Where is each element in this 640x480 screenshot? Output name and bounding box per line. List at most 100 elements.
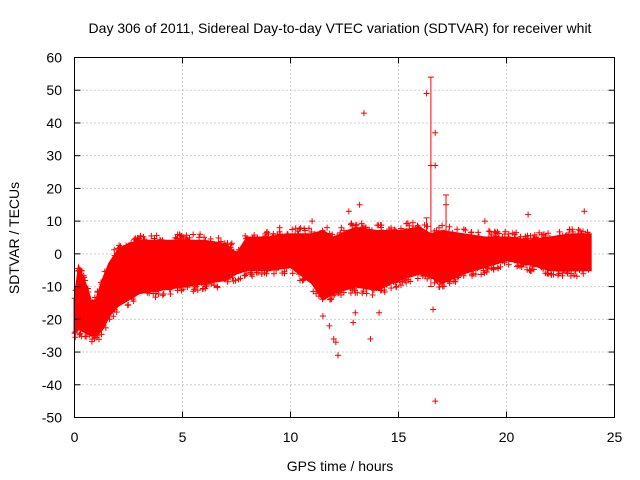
data-point: [269, 234, 276, 241]
data-point: [230, 278, 237, 285]
data-point: [292, 231, 299, 238]
data-point: [531, 235, 538, 242]
data-point: [153, 232, 160, 239]
data-point: [485, 228, 492, 235]
data-point: [390, 278, 397, 285]
data-point: [415, 269, 422, 276]
y-tick-label: 40: [46, 115, 62, 131]
data-point: [228, 240, 235, 247]
data-point: [94, 288, 101, 295]
data-band: [73, 226, 592, 337]
data-point: [183, 232, 190, 239]
data-point: [211, 282, 218, 289]
data-point: [513, 229, 520, 236]
outlier-point: [427, 162, 434, 169]
data-point: [167, 284, 174, 291]
data-point: [574, 232, 581, 239]
y-tick-label: 20: [46, 180, 62, 196]
data-point: [335, 288, 342, 295]
plot-frame: [74, 57, 615, 418]
data-point: [514, 259, 521, 266]
data-point: [454, 226, 461, 233]
error-bar: [423, 217, 430, 261]
data-point: [198, 279, 205, 286]
data-point: [225, 276, 232, 283]
data-point: [402, 277, 409, 284]
data-point: [274, 231, 281, 238]
data-point: [573, 273, 580, 280]
data-point: [77, 330, 84, 337]
data-point: [115, 245, 122, 252]
data-point: [235, 249, 242, 256]
data-point: [565, 231, 572, 238]
y-tick-label: 10: [46, 213, 62, 229]
data-point: [505, 261, 512, 268]
data-point: [392, 227, 399, 234]
data-point: [410, 225, 417, 232]
data-point: [96, 336, 103, 343]
data-point: [111, 246, 118, 253]
data-point: [569, 228, 576, 235]
data-point: [197, 231, 204, 238]
outlier-point: [347, 221, 354, 228]
data-point: [474, 265, 481, 272]
data-point: [403, 228, 410, 235]
data-point: [102, 324, 109, 331]
outlier-point: [356, 201, 363, 208]
data-point: [475, 229, 482, 236]
data-point: [550, 271, 557, 278]
data-point: [281, 270, 288, 277]
data-point: [495, 265, 502, 272]
data-point: [483, 262, 490, 269]
data-point: [362, 283, 369, 290]
y-tick-label: 60: [46, 50, 62, 66]
data-point: [585, 266, 592, 273]
data-point: [101, 268, 108, 275]
data-point: [499, 257, 506, 264]
y-tick-label: -40: [42, 377, 62, 393]
data-point: [328, 295, 335, 302]
outlier-point: [423, 90, 430, 97]
data-point: [178, 233, 185, 240]
y-axis-label: SDTVAR / TECUs: [6, 182, 22, 294]
data-point: [409, 219, 416, 226]
data-point: [378, 283, 385, 290]
data-point: [152, 294, 159, 301]
data-point: [92, 334, 99, 341]
outlier-point: [432, 398, 439, 405]
data-point: [184, 284, 191, 291]
data-point: [393, 276, 400, 283]
data-point: [343, 230, 350, 237]
data-point: [160, 290, 167, 297]
data-point: [512, 235, 519, 242]
data-point: [585, 232, 592, 239]
outlier-point: [309, 218, 316, 225]
data-point: [113, 309, 120, 316]
data-point: [566, 226, 573, 233]
data-point: [146, 290, 153, 297]
data-point: [481, 270, 488, 277]
data-point: [520, 261, 527, 268]
data-point: [270, 230, 277, 237]
data-point: [406, 222, 413, 229]
outlier-point: [430, 306, 437, 313]
data-point: [358, 220, 365, 227]
data-point: [369, 292, 376, 299]
data-point: [492, 230, 499, 237]
data-point: [403, 279, 410, 286]
data-point: [505, 235, 512, 242]
data-point: [360, 288, 367, 295]
data-point: [89, 336, 96, 343]
data-point: [386, 226, 393, 233]
data-point: [91, 294, 98, 301]
data-point: [202, 237, 209, 244]
data-point: [78, 267, 85, 274]
data-point: [441, 229, 448, 236]
data-point: [420, 272, 427, 279]
data-point: [391, 226, 398, 233]
data-point: [439, 222, 446, 229]
data-point: [264, 235, 271, 242]
data-point: [113, 250, 120, 257]
data-point: [221, 240, 228, 247]
